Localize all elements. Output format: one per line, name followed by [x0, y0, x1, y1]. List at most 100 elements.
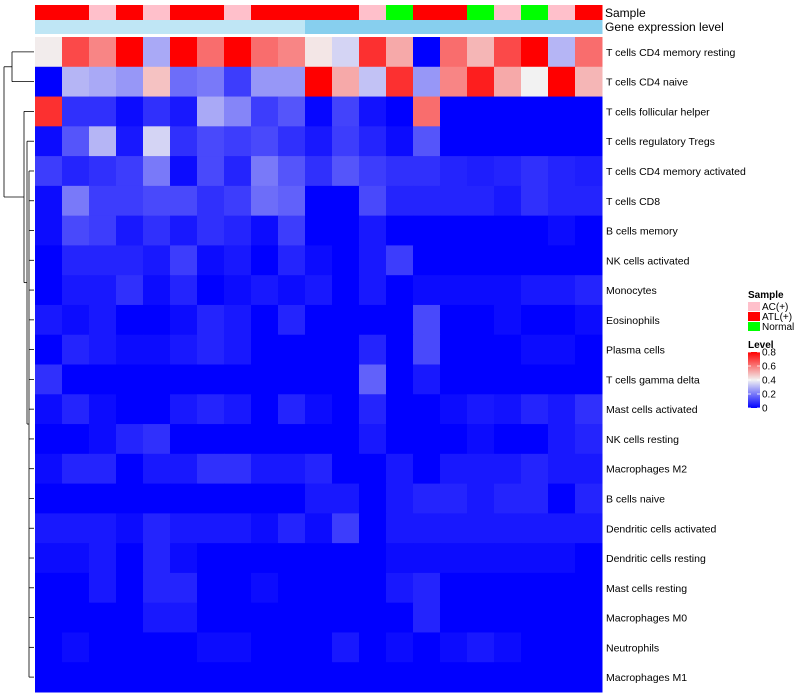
heatmap-cell [467, 632, 495, 663]
heatmap-cell [359, 245, 387, 276]
heatmap-cell [35, 215, 63, 246]
legend-label: ATL(+) [762, 312, 792, 323]
heatmap-cell [89, 66, 117, 98]
heatmap-cell [62, 424, 90, 455]
heatmap-cell [170, 483, 198, 514]
heatmap-cell [62, 572, 90, 604]
row-label: Mast cells activated [606, 404, 698, 416]
heatmap-cell [332, 37, 360, 68]
heatmap-cell [494, 66, 522, 98]
heatmap-cell [440, 662, 468, 693]
sample-annotation-cell [35, 5, 63, 20]
heatmap-cell [440, 126, 468, 157]
heatmap-cell [197, 245, 225, 276]
heatmap-cell [332, 483, 360, 514]
sample-annotation-cell [548, 5, 576, 20]
heatmap-cell [251, 364, 279, 395]
heatmap-cell [278, 543, 306, 574]
heatmap-cell [386, 483, 414, 514]
legend-swatch [748, 302, 760, 311]
heatmap-cell [548, 215, 576, 246]
heatmap-cell [440, 304, 468, 336]
heatmap-cell [305, 334, 333, 365]
heatmap-cell [386, 215, 414, 246]
heatmap-cell [278, 483, 306, 514]
heatmap-cell [440, 572, 468, 604]
heatmap-cell [116, 185, 144, 217]
heatmap-cell [197, 364, 225, 395]
heatmap-cell [332, 215, 360, 246]
heatmap-cell [440, 245, 468, 276]
heatmap-cell [413, 275, 441, 306]
heatmap-cell [251, 572, 279, 604]
heatmap-cell [35, 37, 63, 68]
heatmap-cell [116, 483, 144, 514]
gene-expression-annotation-cell [170, 20, 198, 34]
heatmap-cell [413, 662, 441, 693]
heatmap-cell [575, 275, 603, 306]
heatmap-cell [332, 543, 360, 574]
heatmap-cell [521, 543, 549, 574]
heatmap-cell [251, 185, 279, 217]
heatmap-cell [89, 543, 117, 574]
heatmap-cell [413, 513, 441, 544]
heatmap-cell [440, 275, 468, 306]
heatmap-cell [170, 96, 198, 127]
heatmap-cell [35, 572, 63, 604]
heatmap-cell [494, 453, 522, 485]
heatmap-cell [278, 156, 306, 187]
heatmap-cell [170, 513, 198, 544]
heatmap-cell [359, 632, 387, 663]
heatmap-cell [575, 394, 603, 425]
heatmap-cell [143, 215, 171, 246]
heatmap-cell [332, 156, 360, 187]
heatmap-cell [467, 513, 495, 544]
heatmap-cell [35, 304, 63, 336]
heatmap-cell [143, 572, 171, 604]
heatmap-cell [62, 245, 90, 276]
heatmap-cell [251, 602, 279, 633]
row-label: Macrophages M0 [606, 613, 687, 625]
heatmap-cell [440, 424, 468, 455]
heatmap-cell [170, 245, 198, 276]
heatmap-cell [548, 126, 576, 157]
heatmap-cell [440, 453, 468, 485]
heatmap-cell [440, 602, 468, 633]
heatmap-cell [413, 453, 441, 485]
heatmap-cell [467, 275, 495, 306]
heatmap-cell [224, 572, 252, 604]
heatmap-cell [170, 632, 198, 663]
sample-annotation-cell [440, 5, 468, 20]
gene-expression-annotation-cell [251, 20, 279, 34]
gene-expression-annotation-cell [197, 20, 225, 34]
legend-tick-label: 0.6 [762, 362, 776, 373]
heatmap-cell [305, 37, 333, 68]
row-dendrogram [3, 51, 34, 678]
heatmap-cell [197, 96, 225, 127]
heatmap-cell [278, 304, 306, 336]
heatmap-cell [440, 364, 468, 395]
heatmap-cell [251, 275, 279, 306]
heatmap-cell [575, 364, 603, 395]
heatmap-cell [413, 334, 441, 365]
heatmap-cell [521, 156, 549, 187]
heatmap-cell [548, 483, 576, 514]
heatmap-cell [575, 185, 603, 217]
heatmap-cell [467, 394, 495, 425]
heatmap-cell [467, 543, 495, 574]
sample-annotation-cell [170, 5, 198, 20]
heatmap-cell [548, 572, 576, 604]
legend-swatch [748, 312, 760, 321]
heatmap-cell [521, 215, 549, 246]
heatmap-cell [170, 602, 198, 633]
heatmap-cell [197, 334, 225, 365]
heatmap-cell [224, 96, 252, 127]
heatmap-cell [197, 602, 225, 633]
heatmap-cell [494, 156, 522, 187]
heatmap-cell [521, 424, 549, 455]
heatmap-cell [305, 215, 333, 246]
heatmap-cell [116, 37, 144, 68]
heatmap-cell [548, 632, 576, 663]
heatmap-cell [89, 632, 117, 663]
gene-expression-annotation-cell [521, 20, 549, 34]
